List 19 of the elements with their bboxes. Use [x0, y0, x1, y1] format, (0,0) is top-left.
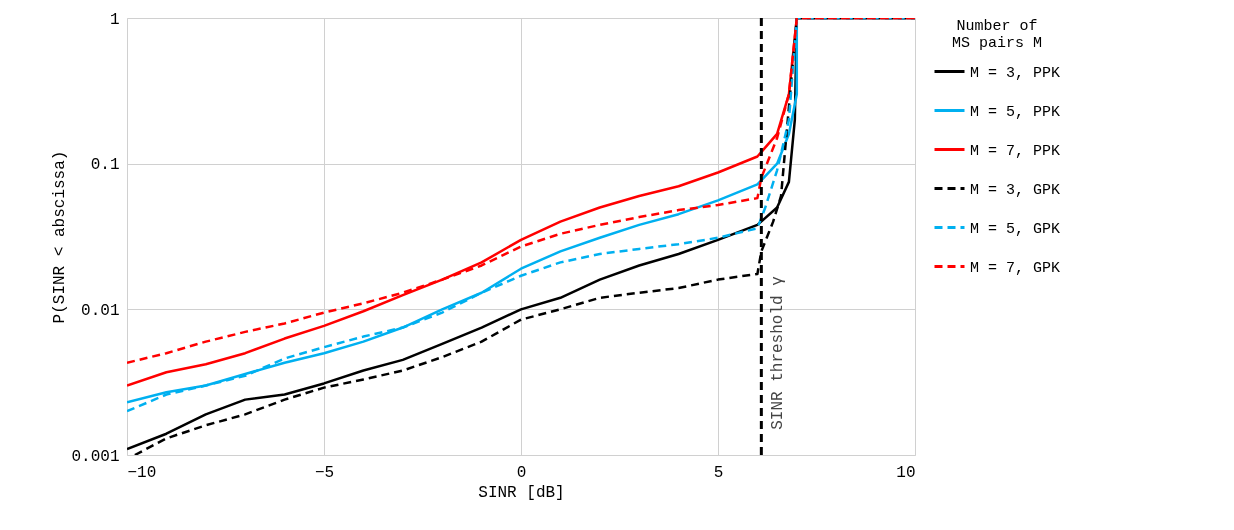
x-tick-label: −10: [127, 463, 157, 482]
x-tick-label: −5: [314, 463, 335, 482]
legend-label: M = 3, GPK: [970, 181, 1061, 199]
y-tick-label: 1: [109, 10, 120, 29]
x-tick-label: 10: [896, 463, 916, 482]
ref-line-label: SINR threshold γ: [769, 275, 788, 430]
y-axis-title: P(SINR < abscissa): [51, 150, 70, 324]
y-tick-label: 0.01: [81, 301, 120, 320]
y-tick-label: 0.1: [90, 156, 120, 175]
x-axis-title: SINR [dB]: [478, 483, 565, 502]
x-tick-label: 5: [713, 463, 724, 482]
x-tick-label: 0: [516, 463, 527, 482]
legend-label: M = 5, GPK: [970, 220, 1061, 238]
legend-label: M = 3, PPK: [970, 64, 1061, 82]
y-tick-label: 0.001: [71, 447, 120, 466]
legend-title: Number of MS pairs M: [951, 18, 1043, 52]
legend-label: M = 7, GPK: [970, 259, 1061, 277]
legend-label: M = 5, PPK: [970, 103, 1061, 121]
legend-label: M = 7, PPK: [970, 142, 1061, 160]
